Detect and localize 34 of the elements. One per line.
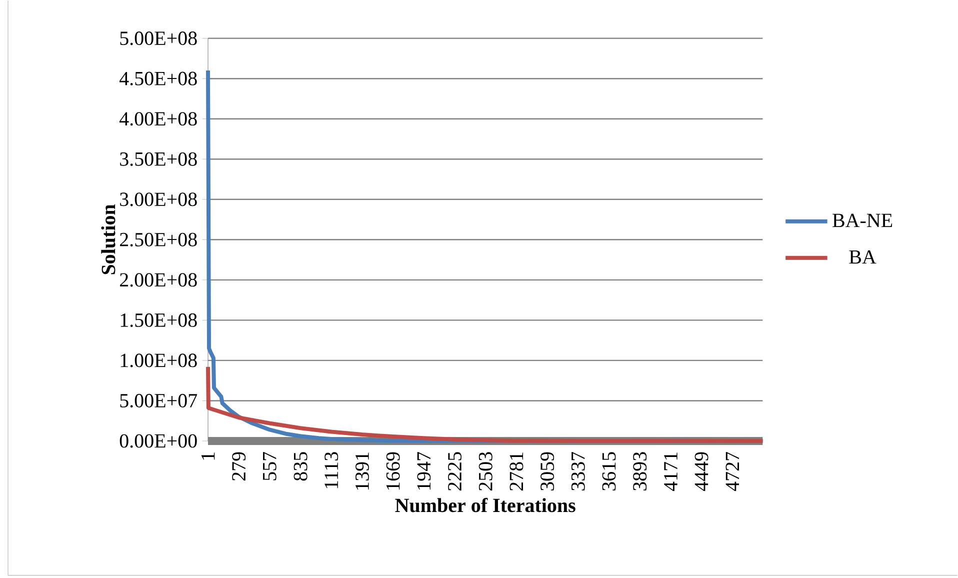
x-tick-label: 3059 — [540, 452, 554, 490]
x-tick-label: 2503 — [478, 452, 492, 491]
x-tick-label: 279 — [232, 452, 246, 481]
y-tick-label: 0.00E+00 — [120, 434, 197, 448]
y-tick-label: 2.00E+08 — [120, 273, 197, 287]
x-tick-label: 1947 — [417, 452, 431, 490]
x-tick-label: 557 — [263, 452, 276, 480]
y-axis-title: Solution — [101, 204, 116, 274]
y-tick-label: 1.00E+08 — [120, 354, 197, 368]
line-series — [206, 364, 765, 443]
x-tick-label: 4727 — [726, 452, 739, 491]
x-tick-label: 3337 — [571, 452, 585, 490]
x-tick-label: 4171 — [664, 452, 678, 491]
y-tick-label: 4.50E+08 — [120, 72, 197, 86]
x-tick-label: 3615 — [602, 452, 616, 490]
x-tick-label: 4449 — [694, 452, 708, 491]
y-tick-label: 2.50E+08 — [120, 232, 197, 246]
x-tick-label: 1 — [201, 452, 215, 460]
x-tick-label: 1669 — [386, 452, 400, 490]
y-tick-label: 3.00E+08 — [120, 192, 197, 206]
legend-label: BA-NE — [832, 214, 892, 228]
y-tick-label: 3.50E+08 — [120, 152, 197, 166]
y-tick-label: 5.00E+07 — [120, 394, 198, 408]
legend-label: BA — [849, 250, 876, 264]
x-tick-label: 2781 — [510, 452, 524, 491]
x-axis-title: Number of Iterations — [395, 498, 576, 512]
x-tick-label: 1113 — [324, 452, 338, 488]
x-tick-label: 835 — [294, 452, 308, 481]
y-tick-label: 5.00E+08 — [120, 32, 197, 46]
x-tick-label: 2225 — [448, 452, 462, 491]
y-tick-label: 1.50E+08 — [120, 313, 197, 327]
x-tick-label: 1391 — [356, 452, 369, 490]
y-tick-label: 4.00E+08 — [120, 112, 197, 126]
x-tick-label: 3893 — [633, 452, 647, 490]
